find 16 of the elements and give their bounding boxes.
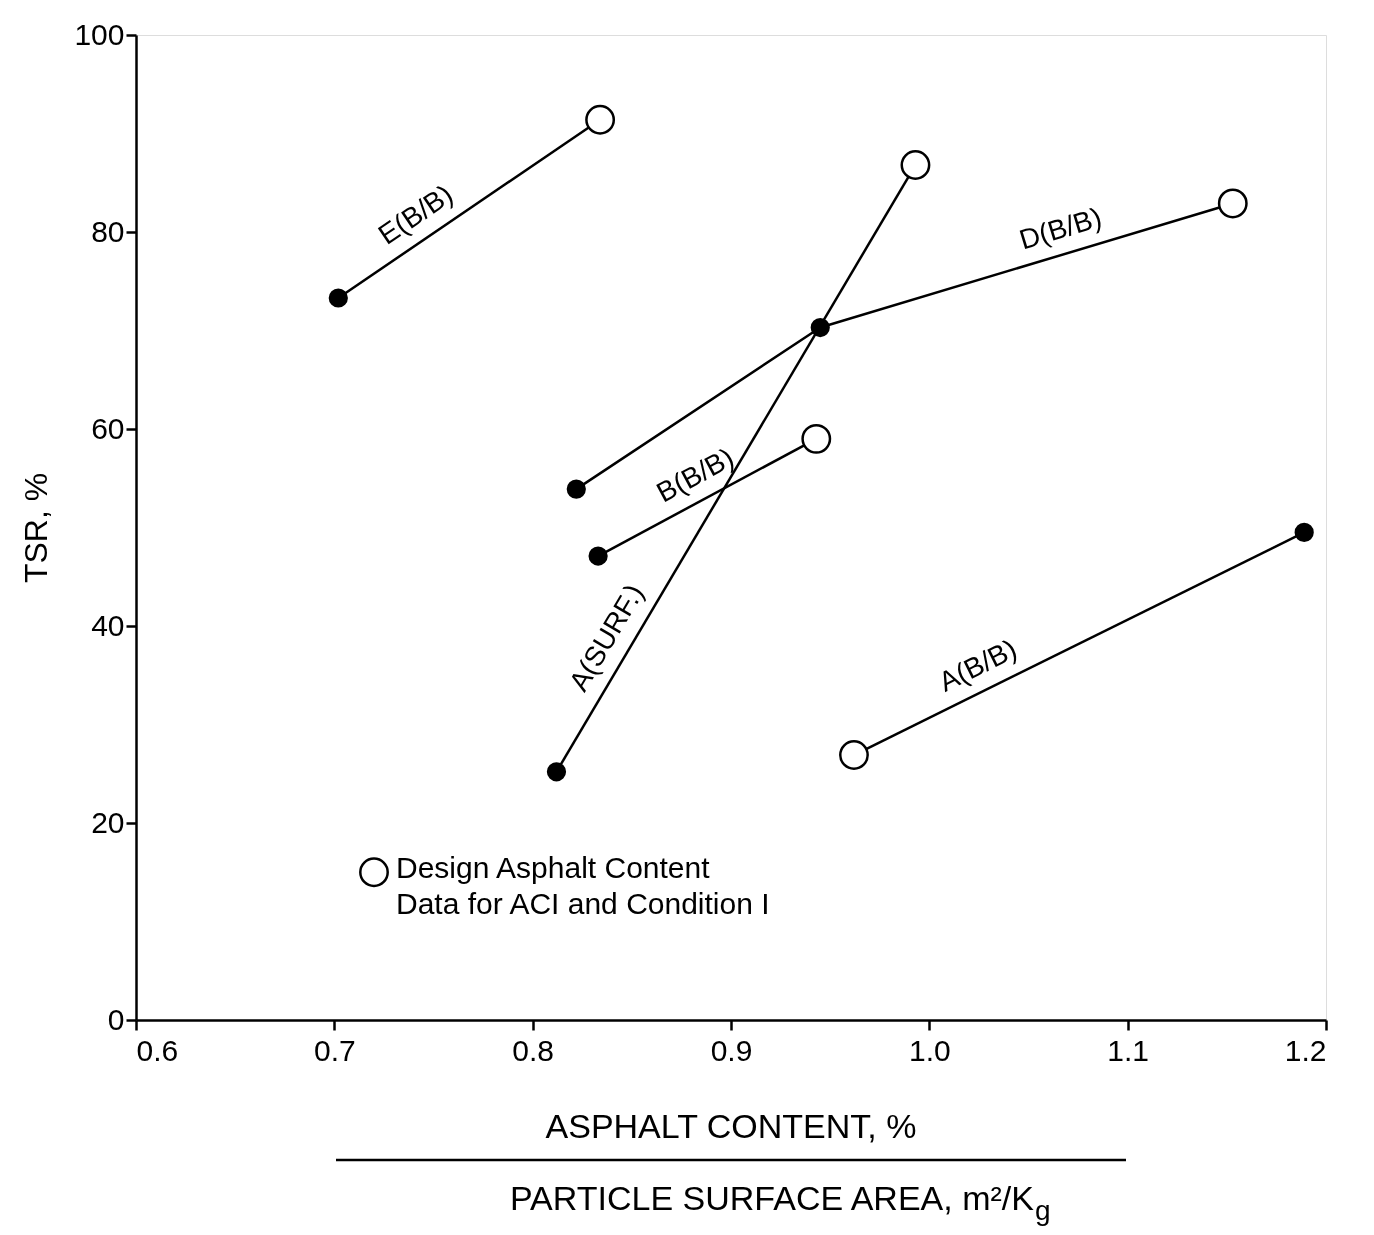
- y-tick-label: 0: [107, 1002, 125, 1036]
- x-tick-label: 0.8: [512, 1033, 555, 1067]
- y-tick-label: 20: [91, 805, 125, 839]
- legend-label: Design Asphalt Content Data for ACI and Condition I: [396, 851, 770, 921]
- x-tick-label: 1.0: [908, 1033, 951, 1067]
- text: D(B/B): [1015, 201, 1106, 256]
- y-tick-label: 80: [91, 214, 125, 248]
- y-tick-label: 60: [91, 411, 125, 445]
- y-tick-label: 40: [91, 608, 125, 642]
- x-tick-label: 1.1: [1107, 1033, 1150, 1067]
- y-tick-label: 100: [74, 17, 125, 51]
- x-tick-label: 0.7: [313, 1033, 356, 1067]
- y-axis-title: TSR, %: [18, 472, 55, 584]
- x-tick-label: 1.2: [1284, 1033, 1327, 1067]
- x-tick-label: 0.6: [136, 1033, 179, 1067]
- x-tick-label: 0.9: [710, 1033, 753, 1067]
